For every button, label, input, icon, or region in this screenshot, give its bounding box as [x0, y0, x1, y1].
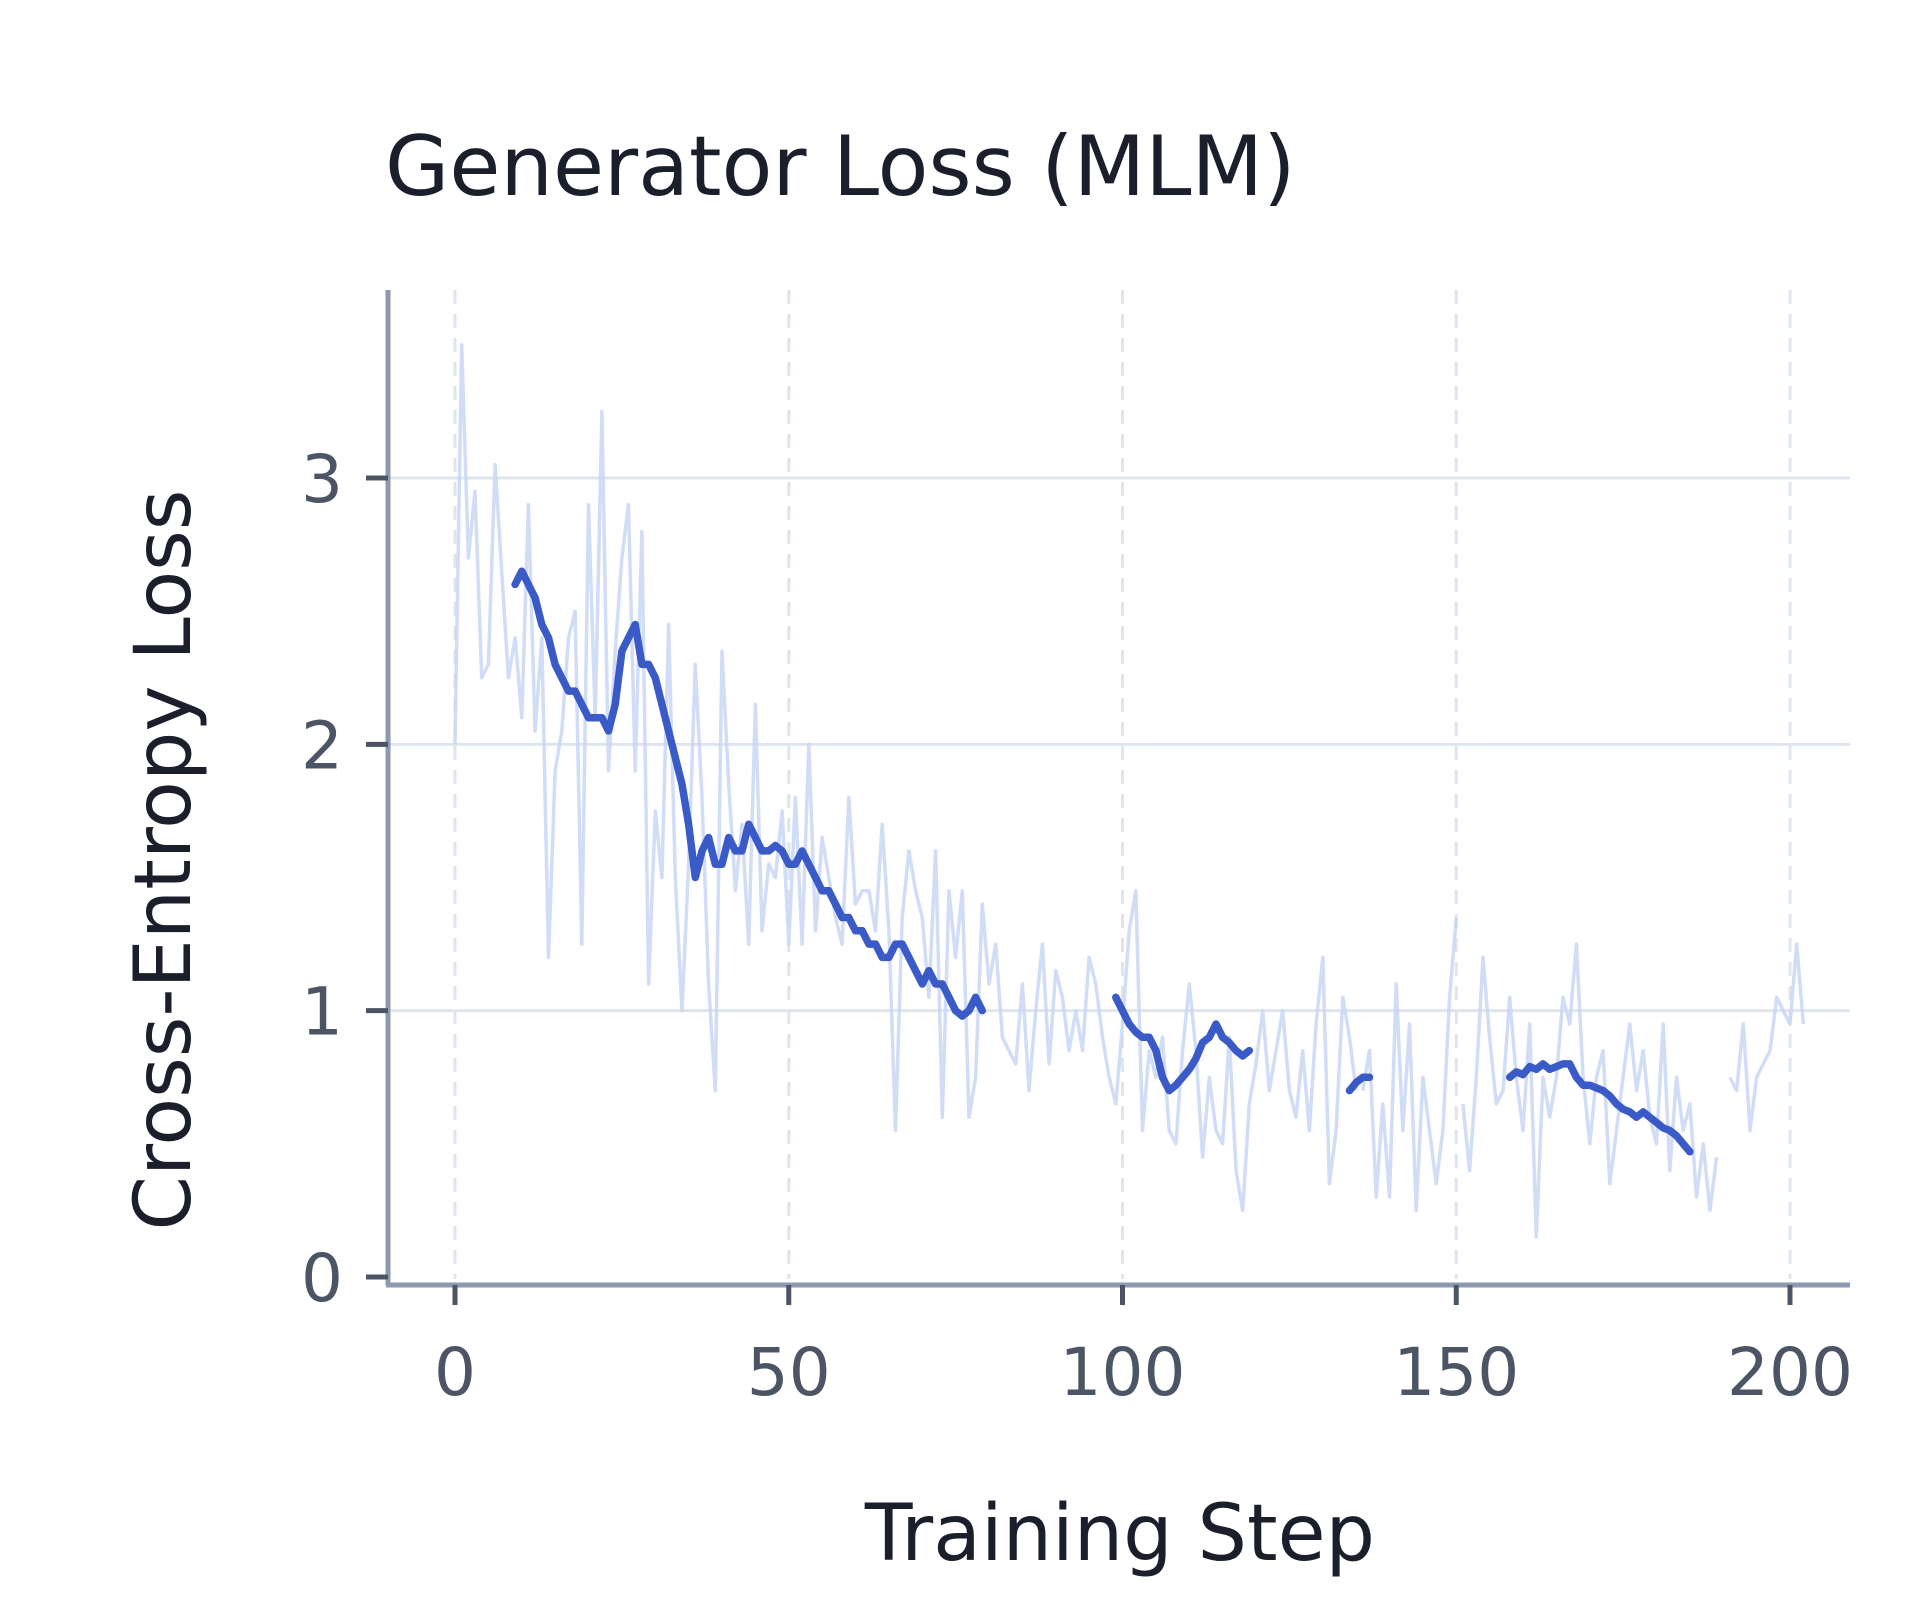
x-tick-label-50: 50 — [747, 1334, 831, 1411]
x-tick-label-200: 200 — [1727, 1334, 1853, 1411]
y-tick-label-1: 1 — [301, 974, 343, 1051]
y-tick-label-0: 0 — [301, 1240, 343, 1317]
ticks: 0 50 100 150 200 0 1 2 3 — [301, 441, 1853, 1411]
y-tick-label-2: 2 — [301, 707, 343, 784]
y-axis-label: Cross-Entropy Loss — [119, 490, 209, 1231]
y-tick-label-3: 3 — [301, 441, 343, 518]
x-tick-label-100: 100 — [1060, 1334, 1186, 1411]
x-tick-label-150: 150 — [1393, 1334, 1519, 1411]
raw-line-segment-4 — [1728, 942, 1806, 1133]
grid — [388, 290, 1850, 1279]
smoothed-line-segment-4 — [1505, 1060, 1694, 1156]
raw-line-segment-3 — [1461, 942, 1719, 1239]
axes — [385, 290, 1850, 1288]
chart-title: Generator Loss (MLM) — [385, 118, 1296, 215]
raw-loss-series — [453, 343, 1806, 1239]
smoothed-loss-series — [511, 567, 1694, 1156]
smoothed-line-segment-2 — [1112, 993, 1254, 1095]
x-tick-label-0: 0 — [434, 1334, 476, 1411]
raw-line-segment-2 — [1361, 917, 1459, 1213]
smoothed-line-segment-1 — [511, 567, 987, 1020]
raw-line-segment-1 — [453, 343, 1358, 1213]
smoothed-line-segment-3 — [1345, 1073, 1374, 1095]
x-axis-label: Training Step — [864, 1489, 1375, 1579]
